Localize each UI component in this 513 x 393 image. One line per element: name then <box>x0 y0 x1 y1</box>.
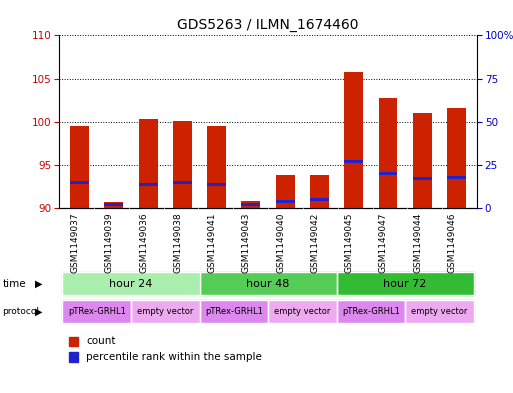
Bar <box>173 121 192 208</box>
Bar <box>70 181 89 184</box>
Bar <box>337 300 405 323</box>
Text: GSM1149043: GSM1149043 <box>242 212 251 273</box>
Bar <box>447 108 466 208</box>
Text: percentile rank within the sample: percentile rank within the sample <box>86 352 262 362</box>
Bar <box>344 72 363 208</box>
Text: GSM1149036: GSM1149036 <box>139 212 148 273</box>
Bar <box>379 99 398 208</box>
Text: pTRex-GRHL1: pTRex-GRHL1 <box>342 307 400 316</box>
Bar <box>105 203 123 206</box>
Text: ▶: ▶ <box>35 279 43 289</box>
Bar <box>207 126 226 208</box>
Text: protocol: protocol <box>3 307 40 316</box>
Bar <box>447 176 466 179</box>
Bar <box>70 126 89 208</box>
Title: GDS5263 / ILMN_1674460: GDS5263 / ILMN_1674460 <box>177 18 359 31</box>
Text: time: time <box>3 279 26 289</box>
Bar <box>200 272 337 296</box>
Bar <box>200 272 337 296</box>
Bar <box>207 183 226 185</box>
Text: GSM1149045: GSM1149045 <box>345 212 354 273</box>
Text: count: count <box>86 336 116 346</box>
Text: empty vector: empty vector <box>274 307 330 316</box>
Text: GSM1149046: GSM1149046 <box>447 212 457 273</box>
Bar <box>63 300 131 323</box>
Bar <box>310 175 329 208</box>
Bar <box>268 300 337 323</box>
Bar <box>131 300 200 323</box>
Text: GSM1149042: GSM1149042 <box>310 212 320 273</box>
Text: GSM1149047: GSM1149047 <box>379 212 388 273</box>
Bar <box>63 272 200 296</box>
Bar <box>337 272 473 296</box>
Bar <box>242 203 260 206</box>
Bar <box>105 202 123 208</box>
Bar <box>268 300 337 323</box>
Bar <box>131 300 200 323</box>
Text: ▶: ▶ <box>35 307 43 316</box>
Bar <box>310 198 329 201</box>
Text: pTRex-GRHL1: pTRex-GRHL1 <box>205 307 263 316</box>
Text: hour 72: hour 72 <box>383 279 427 289</box>
Bar <box>413 177 431 180</box>
Bar <box>63 272 200 296</box>
Text: hour 24: hour 24 <box>109 279 153 289</box>
Text: GSM1149039: GSM1149039 <box>105 212 114 273</box>
Bar <box>379 172 398 175</box>
Bar <box>276 200 294 203</box>
Bar <box>139 119 157 208</box>
Text: GSM1149038: GSM1149038 <box>173 212 182 273</box>
Bar <box>337 300 405 323</box>
Bar <box>242 201 260 208</box>
Bar <box>405 300 473 323</box>
Bar <box>413 113 431 208</box>
Text: GSM1149040: GSM1149040 <box>276 212 285 273</box>
Text: empty vector: empty vector <box>411 307 467 316</box>
Bar <box>200 300 268 323</box>
Text: GSM1149037: GSM1149037 <box>71 212 80 273</box>
Bar <box>173 181 192 184</box>
Bar <box>63 300 131 323</box>
Bar <box>344 160 363 163</box>
Text: hour 48: hour 48 <box>246 279 290 289</box>
Bar <box>405 300 473 323</box>
Text: pTRex-GRHL1: pTRex-GRHL1 <box>68 307 126 316</box>
Text: empty vector: empty vector <box>137 307 193 316</box>
Bar <box>200 300 268 323</box>
Bar <box>276 174 294 208</box>
Text: GSM1149041: GSM1149041 <box>208 212 216 273</box>
Bar <box>139 183 157 185</box>
Text: GSM1149044: GSM1149044 <box>413 212 422 273</box>
Bar <box>337 272 473 296</box>
